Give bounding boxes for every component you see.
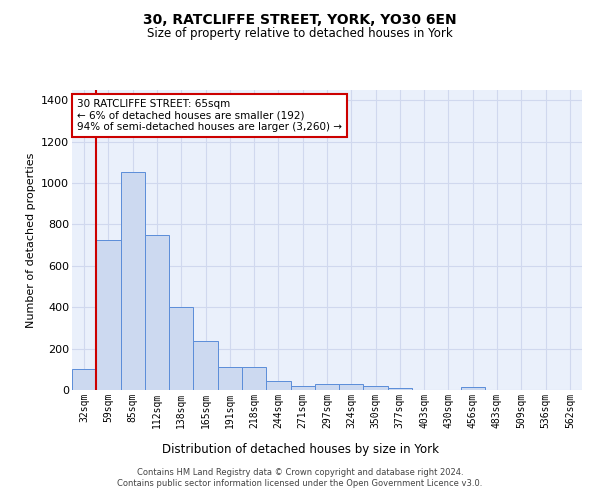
Text: 30, RATCLIFFE STREET, YORK, YO30 6EN: 30, RATCLIFFE STREET, YORK, YO30 6EN [143,12,457,26]
Bar [388,388,412,390]
Bar [461,388,485,390]
Bar [315,384,339,390]
Text: Distribution of detached houses by size in York: Distribution of detached houses by size … [161,444,439,456]
Bar [266,380,290,390]
Bar [339,384,364,390]
Bar [218,367,242,390]
Y-axis label: Number of detached properties: Number of detached properties [26,152,35,328]
Bar [193,342,218,390]
Bar [290,386,315,390]
Text: 30 RATCLIFFE STREET: 65sqm
← 6% of detached houses are smaller (192)
94% of semi: 30 RATCLIFFE STREET: 65sqm ← 6% of detac… [77,99,342,132]
Bar [169,307,193,390]
Bar [242,367,266,390]
Bar [96,240,121,390]
Bar [72,370,96,390]
Bar [364,386,388,390]
Text: Size of property relative to detached houses in York: Size of property relative to detached ho… [147,28,453,40]
Text: Contains HM Land Registry data © Crown copyright and database right 2024.
Contai: Contains HM Land Registry data © Crown c… [118,468,482,487]
Bar [145,235,169,390]
Bar [121,172,145,390]
